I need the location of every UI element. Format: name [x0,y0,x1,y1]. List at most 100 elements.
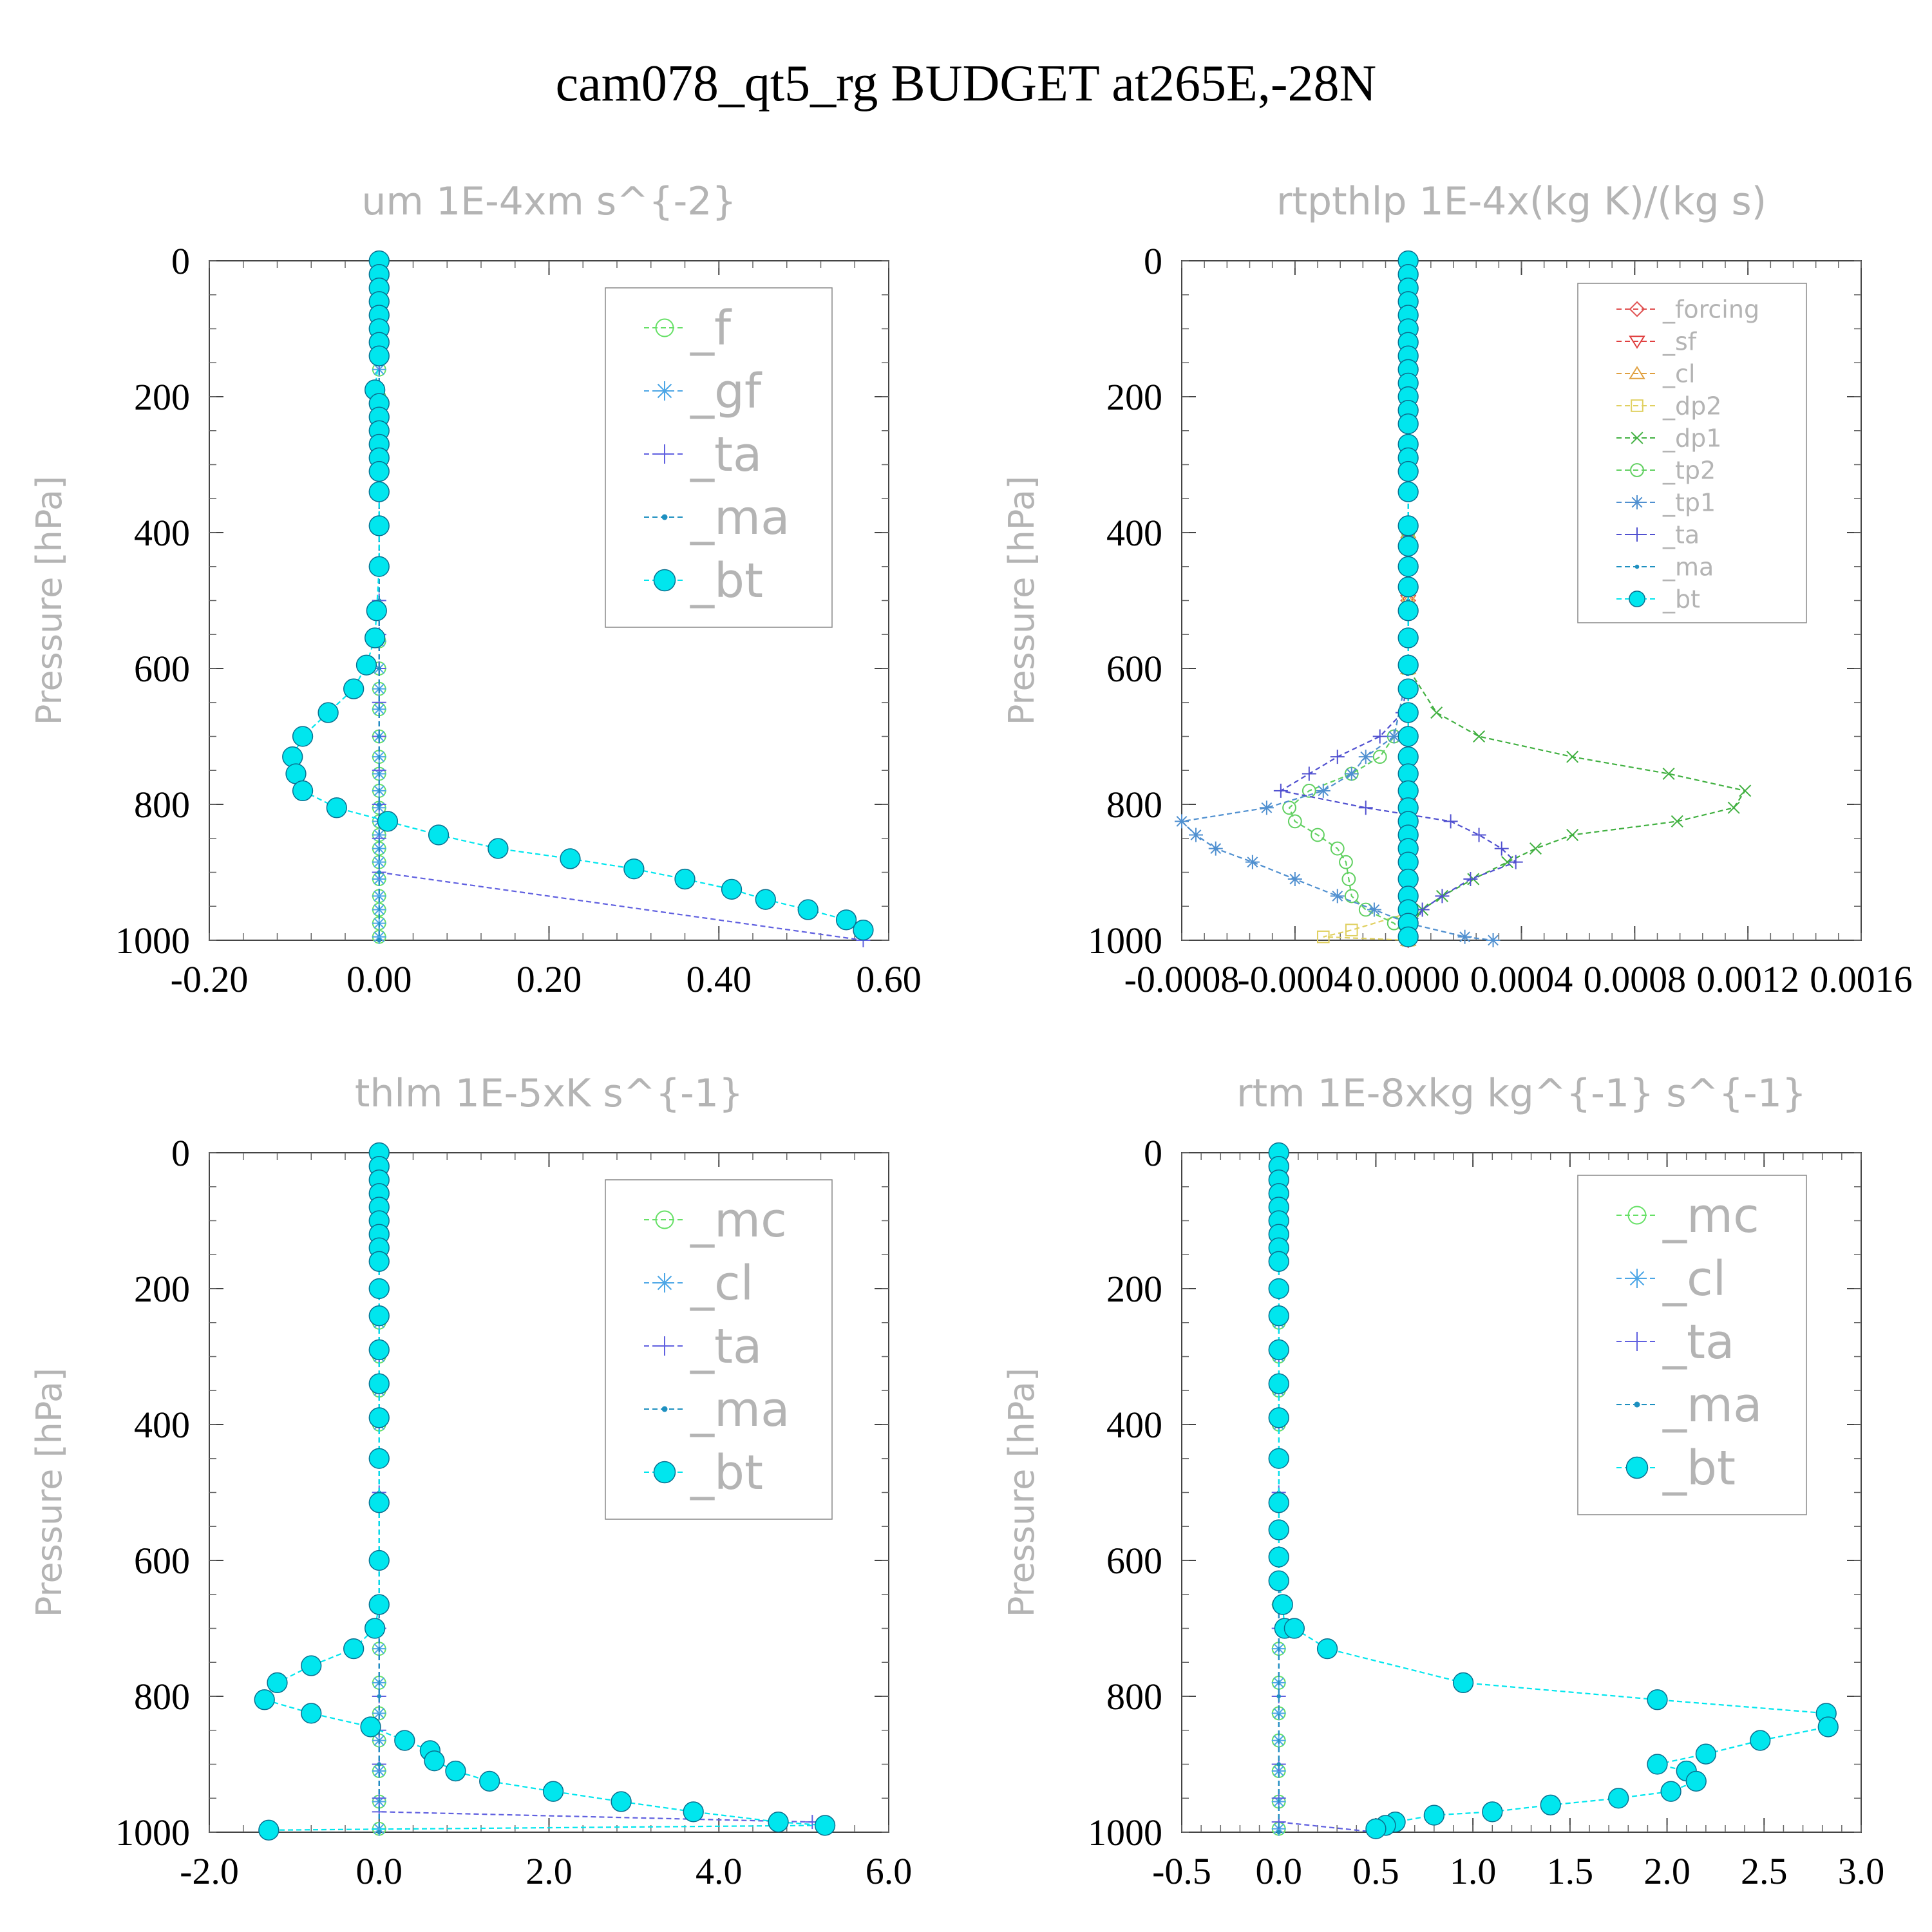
data-point [254,1689,275,1710]
data-point [1283,1618,1305,1639]
legend-label: _sf [1662,327,1698,355]
y-tick-label: 800 [1106,784,1162,826]
x-tick-label: -0.20 [171,958,249,1000]
data-point [1175,814,1189,829]
data-point [372,1706,386,1721]
series-tp2 [1282,254,1416,944]
y-tick-label: 0 [1144,240,1162,282]
x-tick-label: 3.0 [1838,1850,1885,1892]
data-point [372,889,386,904]
legend-label: _ta [1662,1314,1734,1370]
legend-marker [1630,527,1644,542]
legend-box [605,287,833,628]
x-tick-label: -2.0 [180,1850,239,1892]
legend-label: _ma [690,1382,790,1437]
y-tick-label: 200 [134,1268,190,1310]
y-tick-label: 1000 [115,920,190,961]
data-point [1397,556,1419,577]
data-point [1397,702,1419,723]
data-point [1397,926,1419,947]
data-point [360,1716,381,1738]
legend-label: _bt [1662,1441,1736,1496]
data-point [1268,1373,1289,1394]
legend-label: _mc [690,1193,787,1248]
data-point [355,654,377,676]
data-point [1387,729,1401,744]
x-tick-label: -0.0008 [1124,958,1240,1000]
y-tick-label: 200 [134,376,190,418]
data-point [368,556,390,577]
data-point [1365,1818,1387,1839]
data-point [1430,706,1443,719]
data-point [1208,841,1223,856]
data-point [1397,460,1419,482]
legend-marker [653,1461,676,1484]
data-point [1463,872,1478,887]
data-point [1435,889,1450,904]
legend-label: _ma [690,490,790,545]
panel-3: thlm 1E-5xK s^{-1} 0 200 400 600 800 1000-2.0 0… [29,1071,912,1892]
data-point [368,1549,390,1571]
data-point [542,1781,564,1802]
data-point [1671,815,1683,828]
legend-label: _forcing [1662,295,1759,323]
data-point [1282,800,1296,815]
x-tick-label: 1.0 [1450,1850,1497,1892]
data-point [814,1815,836,1836]
data-point [479,1770,500,1792]
data-point [755,889,776,910]
data-point [372,855,386,869]
y-axis-label: Pressure [hPa] [1001,1368,1042,1617]
data-point [1443,814,1458,829]
legend-marker [1634,564,1640,569]
data-point [1272,1594,1293,1615]
y-tick-label: 800 [134,1676,190,1718]
data-point [368,1305,390,1327]
data-point [428,824,450,846]
data-point [1486,933,1501,947]
series-line [1180,261,1493,942]
data-point [343,1638,365,1660]
legend-marker [1629,301,1645,317]
data-point [368,1339,390,1361]
data-point [1276,1830,1282,1835]
data-point [1330,750,1345,764]
data-point [1316,930,1330,943]
data-point [317,702,339,723]
data-point [1529,842,1542,855]
data-point [365,1618,386,1639]
data-point [1540,1794,1561,1815]
data-point [1566,750,1579,763]
y-tick-label: 600 [1106,1540,1162,1582]
data-point [424,1750,445,1772]
data-point [1344,889,1359,904]
data-point [368,345,390,366]
x-tick-label: 0.00 [346,958,412,1000]
y-tick-label: 400 [1106,512,1162,554]
data-point [1302,766,1316,781]
data-point [1316,783,1331,798]
data-point [1358,800,1373,815]
legend-label: _tp1 [1662,488,1716,516]
y-tick-label: 800 [134,784,190,826]
legend-marker [1634,1401,1640,1408]
legend-label: _dp2 [1662,392,1721,420]
legend-marker [661,1406,668,1412]
legend-box [1577,283,1807,623]
legend-marker [655,444,674,464]
y-tick-label: 200 [1106,1268,1162,1310]
legend-label: _ma [1662,1378,1762,1433]
data-point [377,1694,382,1699]
x-tick-label: 0.0016 [1810,958,1913,1000]
panel-1: um 1E-4xm s^{-2} 0 200 400 600 800 1000-0.20 0.… [29,179,922,1000]
data-point [674,868,696,890]
data-point [1647,1754,1668,1775]
y-tick-label: 1000 [115,1812,190,1853]
data-point [368,1492,390,1513]
data-point [560,848,581,869]
data-point [343,678,365,699]
data-point [1188,828,1203,842]
x-tick-label: 0.0008 [1584,958,1687,1000]
data-point [1508,855,1523,869]
data-point [1473,730,1486,743]
